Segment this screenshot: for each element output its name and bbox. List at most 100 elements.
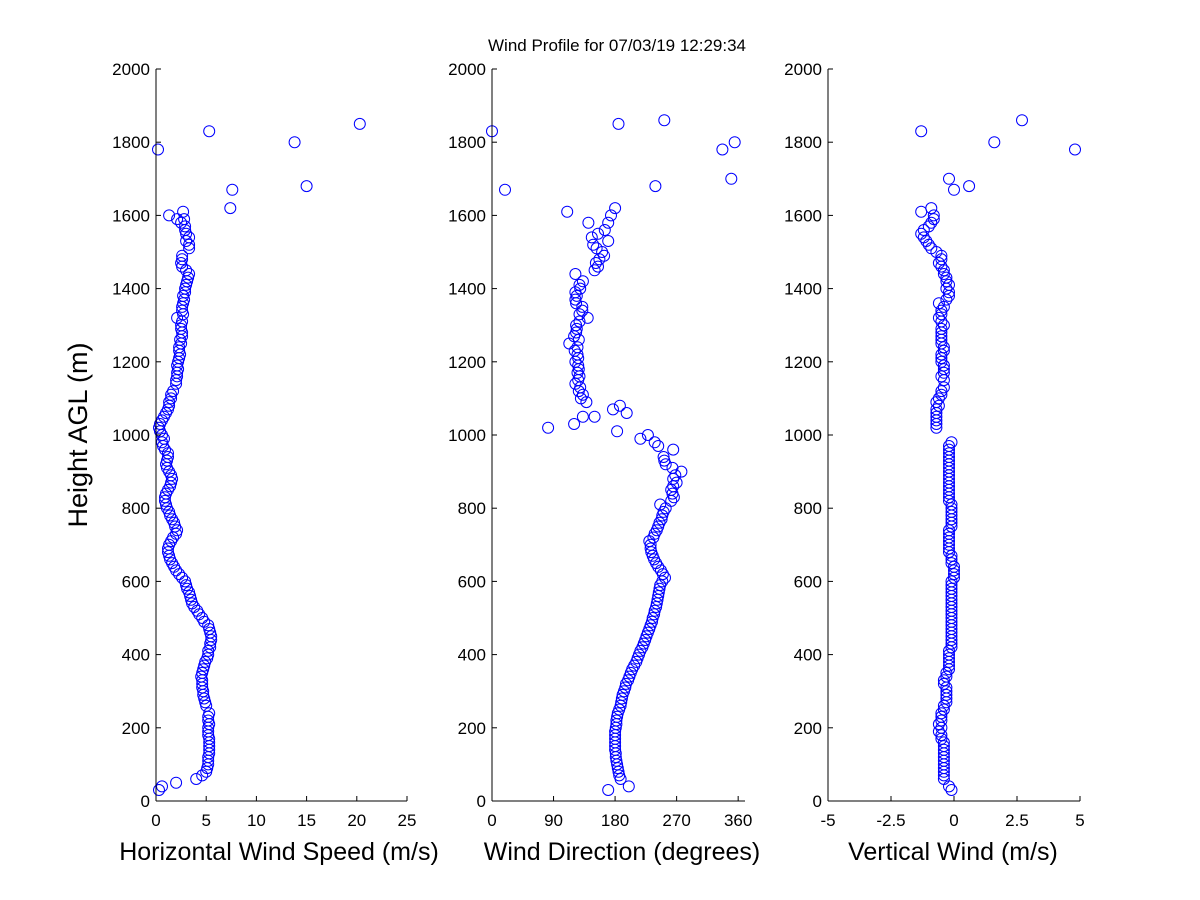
horizontal-wind-speed-axes: 0 200 400 600 800 1000 1200 1400 1600 1800 2000 0 5 1… <box>112 60 416 830</box>
vertical-wind-point <box>937 740 950 753</box>
horizontal-wind-speed-point <box>202 714 215 727</box>
vertical-wind-point <box>945 557 958 570</box>
horizontal-wind-speed-x-label: Horizontal Wind Speed (m/s) <box>119 838 439 866</box>
wind-direction-point <box>644 542 657 555</box>
vertical-wind-point <box>925 202 938 215</box>
vertical-wind-point <box>948 183 960 196</box>
horizontal-wind-speed-point <box>198 659 211 672</box>
vertical-wind-point <box>935 707 948 720</box>
horizontal-wind-speed-point <box>175 322 188 335</box>
vertical-wind-y-tick-label: 800 <box>794 499 822 518</box>
wind-direction-point <box>582 216 595 229</box>
vertical-wind-point <box>937 366 950 379</box>
wind-direction-point <box>612 117 625 130</box>
horizontal-wind-speed-point <box>185 593 198 606</box>
wind-direction-point <box>653 516 666 529</box>
wind-direction-point <box>670 476 683 489</box>
wind-direction-axes: 0 200 400 600 800 1000 1200 1400 1600 1800 2000 0 90… <box>448 60 752 830</box>
vertical-wind-point <box>917 231 930 244</box>
vertical-wind-y-tick-label: 600 <box>794 572 822 591</box>
vertical-wind-y-tick-label: 200 <box>794 719 822 738</box>
vertical-wind-point <box>943 648 955 661</box>
wind-direction-y-tick-label: 1200 <box>448 353 486 372</box>
wind-direction-point <box>569 268 582 280</box>
horizontal-wind-speed-point <box>171 213 184 226</box>
wind-direction-point <box>665 494 678 507</box>
wind-direction-y-tick-label: 400 <box>458 646 486 665</box>
wind-direction-y-tick-label: 600 <box>458 572 486 591</box>
horizontal-wind-speed-point <box>167 385 180 398</box>
horizontal-wind-speed-point <box>202 619 215 632</box>
wind-direction-point <box>615 692 628 705</box>
vertical-wind-point <box>945 502 958 515</box>
horizontal-wind-speed-point <box>195 670 208 683</box>
wind-direction-point <box>620 407 633 419</box>
horizontal-wind-speed-point <box>179 575 192 588</box>
wind-direction-point <box>568 344 581 357</box>
wind-direction-y-tick-label: 1800 <box>448 133 486 152</box>
horizontal-wind-speed-point <box>177 205 190 218</box>
wind-direction-point <box>725 172 738 185</box>
wind-direction-y-tick-label: 2000 <box>448 60 486 79</box>
horizontal-wind-speed-point <box>166 472 179 485</box>
vertical-wind-point <box>937 319 950 332</box>
horizontal-wind-speed-point <box>183 231 196 244</box>
wind-direction-point <box>611 425 624 438</box>
horizontal-wind-speed-points <box>152 117 366 796</box>
wind-direction-x-tick-label: 270 <box>662 811 690 830</box>
horizontal-wind-speed-y-tick-label: 1600 <box>112 206 150 225</box>
vertical-wind-point <box>940 271 953 284</box>
wind-direction-x-tick-label: 360 <box>724 811 752 830</box>
vertical-wind-point <box>945 784 958 796</box>
horizontal-wind-speed-point <box>162 451 174 463</box>
horizontal-wind-speed-point <box>201 762 214 775</box>
vertical-wind-y-tick-label: 1000 <box>784 426 822 445</box>
wind-direction-point <box>648 527 661 540</box>
horizontal-wind-speed-point <box>204 626 217 639</box>
vertical-wind-point <box>945 549 958 562</box>
wind-direction-point <box>652 440 665 452</box>
vertical-wind-point <box>1016 114 1028 127</box>
horizontal-wind-speed-point <box>199 696 212 709</box>
wind-direction-point <box>613 399 626 412</box>
horizontal-wind-speed-point <box>203 707 216 720</box>
horizontal-wind-speed-panel: 0 200 400 600 800 1000 1200 1400 1600 1800 2000 0 5 1… <box>112 60 439 866</box>
vertical-wind-point <box>937 703 950 716</box>
wind-direction-point <box>654 498 667 511</box>
wind-direction-point <box>602 235 615 247</box>
horizontal-wind-speed-point <box>160 458 172 471</box>
horizontal-wind-speed-y-tick-label: 1800 <box>112 133 150 152</box>
wind-direction-point <box>615 696 628 709</box>
wind-direction-point <box>574 282 587 295</box>
wind-direction-point <box>659 571 671 584</box>
horizontal-wind-speed-point <box>188 601 201 613</box>
horizontal-wind-speed-point <box>191 604 204 617</box>
vertical-wind-point <box>927 213 940 226</box>
wind-direction-point <box>602 784 615 796</box>
horizontal-wind-speed-y-tick-label: 1200 <box>112 353 150 372</box>
wind-direction-point <box>649 180 662 193</box>
wind-direction-point <box>571 348 584 361</box>
vertical-wind-point <box>937 674 950 687</box>
vertical-wind-point <box>945 575 958 588</box>
horizontal-wind-speed-point <box>153 784 165 796</box>
wind-direction-point <box>576 388 589 401</box>
wind-direction-point <box>576 300 589 313</box>
vertical-wind-point <box>937 736 950 749</box>
vertical-wind-point <box>937 743 950 756</box>
horizontal-wind-speed-point <box>200 699 213 712</box>
wind-direction-point <box>588 410 601 423</box>
vertical-wind-point <box>940 685 953 698</box>
vertical-wind-point <box>945 582 958 595</box>
wind-direction-x-label: Wind Direction (degrees) <box>484 838 761 866</box>
vertical-wind-point <box>937 359 950 372</box>
vertical-wind-point <box>935 330 948 343</box>
vertical-wind-point <box>927 209 940 222</box>
wind-direction-point <box>573 308 586 321</box>
vertical-wind-point <box>935 370 948 383</box>
vertical-wind-y-tick-label: 0 <box>813 792 822 811</box>
horizontal-wind-speed-point <box>162 546 174 559</box>
horizontal-wind-speed-point <box>156 780 168 793</box>
vertical-wind-point <box>937 341 950 354</box>
wind-direction-point <box>653 582 666 595</box>
